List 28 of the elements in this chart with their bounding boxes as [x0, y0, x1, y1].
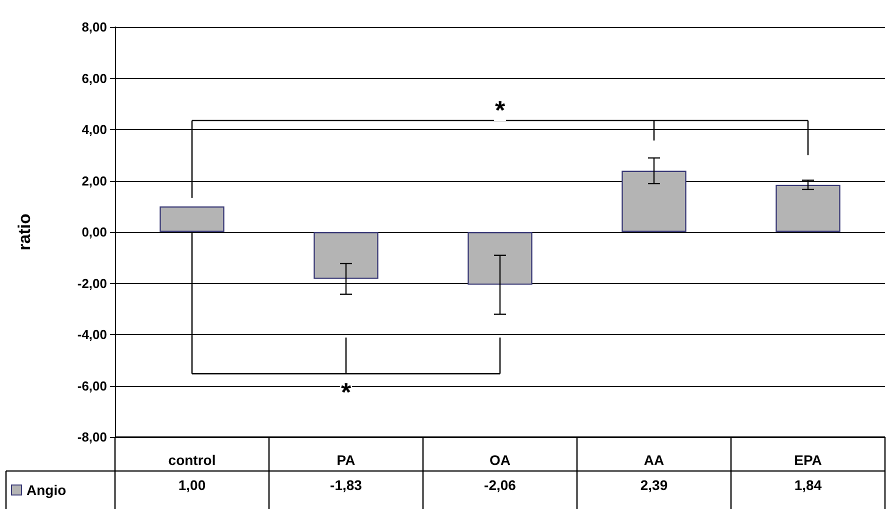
data-label: 1,84: [794, 477, 822, 493]
x-tick-label: EPA: [794, 452, 822, 468]
data-label: 1,00: [178, 477, 206, 493]
y-tick-label: 8,00: [82, 20, 107, 34]
data-label: -1,83: [330, 477, 362, 493]
y-tick-label: 4,00: [82, 122, 107, 137]
x-tick-label: control: [168, 452, 216, 468]
y-tick-label: 2,00: [82, 173, 107, 188]
bar: [622, 170, 686, 232]
x-tick-label: PA: [336, 452, 356, 468]
bar: [468, 232, 532, 285]
data-label: -2,06: [484, 477, 516, 493]
x-tick-label: OA: [490, 452, 510, 468]
y-axis-title: ratio: [15, 214, 34, 250]
annotation: *: [340, 377, 352, 408]
y-tick-label: -4,00: [77, 327, 107, 342]
bar: [160, 206, 224, 232]
y-tick-label: -8,00: [77, 430, 107, 444]
y-tick-label: -2,00: [77, 276, 107, 291]
bar: [776, 184, 840, 232]
y-tick-label: 6,00: [82, 70, 107, 86]
x-tick-label: AA: [644, 452, 664, 468]
data-label: 2,39: [640, 477, 668, 493]
legend-label: Angio: [26, 482, 66, 498]
y-tick-label: -6,00: [77, 378, 107, 394]
annotation: *: [494, 95, 506, 126]
y-tick-label: 0,00: [82, 224, 107, 240]
bar: [314, 232, 378, 279]
